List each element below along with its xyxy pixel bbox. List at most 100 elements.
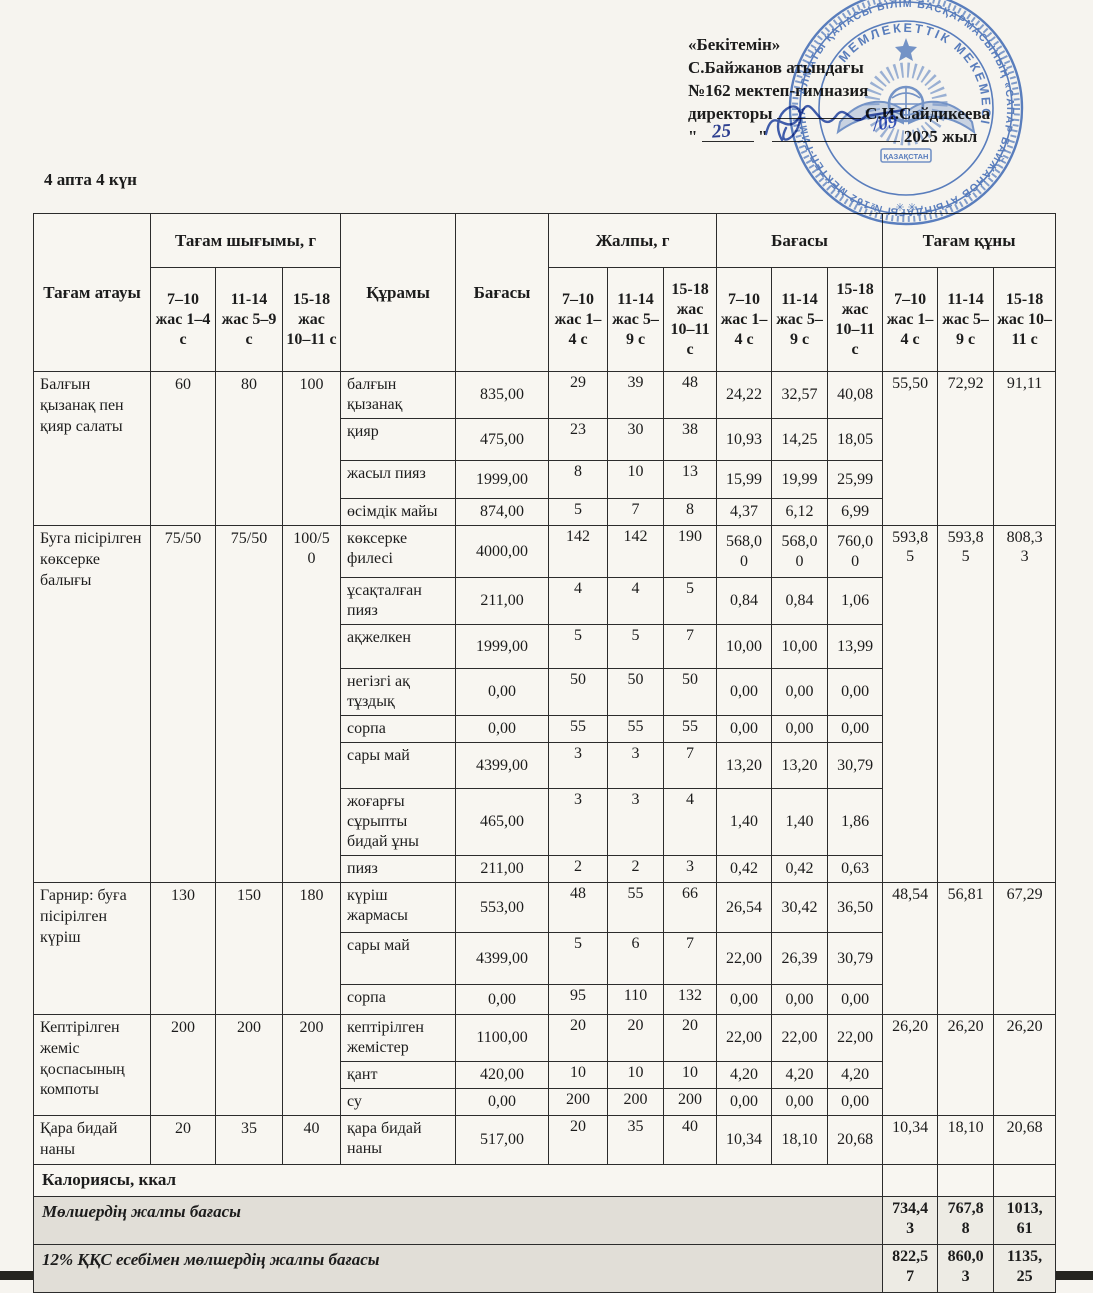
dish-row: ақжелкен 1999,00 5 5 7 10,00 10,00 13,99 bbox=[34, 624, 1056, 669]
dish-cost-cell: 72,92 bbox=[937, 371, 995, 526]
ingredient-price-cell: 0,00 bbox=[455, 668, 550, 716]
summary-value-cell: 860,03 bbox=[937, 1243, 995, 1293]
dish-yield-cell: 40 bbox=[281, 1115, 342, 1165]
dish-name-cell: Қара бидай наны bbox=[33, 1115, 151, 1165]
ingredient-qty-cell: 3 bbox=[607, 788, 665, 856]
ingredient-price-cell: 4399,00 bbox=[455, 742, 550, 789]
ingredient-total-cell: 24,22 bbox=[716, 371, 773, 419]
ingredient-qty-cell: 10 bbox=[548, 1061, 609, 1089]
ingredient-name-cell: қара бидай наны bbox=[340, 1115, 457, 1165]
dish-row: жоғарғы сұрыпты бидай ұны 465,00 3 3 4 1,40 1,… bbox=[34, 788, 1056, 856]
ingredient-price-cell: 465,00 bbox=[455, 788, 550, 856]
ingredient-total-cell: 26,39 bbox=[771, 932, 829, 985]
ingredient-total-cell: 0,00 bbox=[771, 984, 829, 1015]
header-age-yield-1: 11-14 жас 5–9 с bbox=[215, 267, 283, 372]
summary-value-cell: 734,43 bbox=[882, 1195, 939, 1245]
ingredient-qty-cell: 5 bbox=[548, 498, 609, 526]
stamp-inner-circle bbox=[818, 20, 994, 196]
emblem-star bbox=[895, 38, 917, 61]
ingredient-qty-cell: 142 bbox=[607, 525, 665, 578]
director-label: директоры bbox=[688, 104, 773, 123]
ingredient-price-cell: 835,00 bbox=[455, 371, 550, 419]
ingredient-qty-cell: 95 bbox=[548, 984, 609, 1015]
ingredient-total-cell: 760,00 bbox=[827, 525, 884, 578]
ingredient-total-cell: 0,00 bbox=[827, 715, 884, 743]
header-group-row: Тағам атауы Тағам шығымы, г Құрамы Бағасы Жа… bbox=[33, 213, 1057, 372]
dish-cost-cell: 26,20 bbox=[937, 1014, 995, 1116]
header-dish: Тағам атауы bbox=[33, 213, 151, 372]
ingredient-total-cell: 19,99 bbox=[771, 460, 829, 499]
summary-value-cell: 822,57 bbox=[882, 1243, 939, 1293]
ingredient-qty-cell: 48 bbox=[663, 371, 718, 419]
ingredient-total-cell: 0,42 bbox=[771, 855, 829, 883]
ingredient-qty-cell: 3 bbox=[548, 788, 609, 856]
ingredient-total-cell: 4,20 bbox=[716, 1061, 773, 1089]
stamp-bottom-asterisks: ✳ ✳ bbox=[895, 202, 916, 214]
dish-cost-cell: 20,68 bbox=[993, 1115, 1057, 1165]
stamp-hatched-ring bbox=[792, 0, 1020, 222]
dish-name-cell: Буга пісірілген көксерке балығы bbox=[33, 525, 151, 883]
ingredient-price-cell: 1100,00 bbox=[455, 1014, 550, 1062]
quote-open: " bbox=[688, 127, 698, 146]
ingredient-qty-cell: 20 bbox=[663, 1014, 718, 1062]
header-age-dish_cost-1: 11-14 жас 5–9 с bbox=[937, 267, 995, 372]
dish-row: су 0,00 200 200 200 0,00 0,00 0,00 bbox=[34, 1088, 1056, 1116]
dish-cost-cell: 48,54 bbox=[882, 882, 939, 1015]
ingredient-price-cell: 874,00 bbox=[455, 498, 550, 526]
dish-cost-cell: 91,11 bbox=[993, 371, 1057, 526]
emblem-banner-label: ҚАЗАҚСТАН bbox=[884, 152, 929, 161]
ingredient-price-cell: 4000,00 bbox=[455, 525, 550, 578]
ingredient-qty-cell: 5 bbox=[607, 624, 665, 669]
ingredient-qty-cell: 4 bbox=[663, 788, 718, 856]
dish-yield-cell: 180 bbox=[281, 882, 342, 1015]
header-age-dish_cost-0: 7–10 жас 1–4 с bbox=[882, 267, 939, 372]
ingredient-total-cell: 36,50 bbox=[827, 882, 884, 933]
ingredient-qty-cell: 132 bbox=[663, 984, 718, 1015]
ingredient-total-cell: 14,25 bbox=[771, 418, 829, 461]
ingredient-total-cell: 4,20 bbox=[827, 1061, 884, 1089]
dish-yield-cell: 200 bbox=[150, 1014, 216, 1116]
emblem-left-wing bbox=[836, 101, 904, 135]
ingredient-name-cell: жоғарғы сұрыпты бидай ұны bbox=[340, 788, 457, 856]
summary-value-cell: 767,88 bbox=[937, 1195, 995, 1245]
official-stamp: АЛМАТЫ ҚАЛАСЫ БІЛІМ БАСҚАРМАСЫНЫҢ «САПАР… bbox=[780, 0, 1024, 226]
header-age-dish_cost-2: 15-18 жас 10–11 с bbox=[993, 267, 1057, 372]
ingredient-qty-cell: 23 bbox=[548, 418, 609, 461]
dish-yield-cell: 130 bbox=[150, 882, 216, 1015]
ingredient-name-cell: негізгі ақ тұздық bbox=[340, 668, 457, 716]
ingredient-total-cell: 13,20 bbox=[716, 742, 773, 789]
ingredient-qty-cell: 10 bbox=[607, 460, 665, 499]
ingredient-name-cell: көксерке филесі bbox=[340, 525, 457, 578]
ingredient-total-cell: 0,84 bbox=[716, 577, 773, 625]
dish-row: Кептірілген жеміс қоспасының компоты 200 2… bbox=[33, 1014, 1057, 1116]
ingredient-name-cell: балғын қызанақ bbox=[340, 371, 457, 419]
header-age-total_g-1: 11-14 жас 5–9 с bbox=[607, 267, 665, 372]
ingredient-total-cell: 20,68 bbox=[827, 1115, 884, 1165]
header-total_g: Жалпы, г bbox=[548, 213, 718, 268]
ingredient-qty-cell: 10 bbox=[663, 1061, 718, 1089]
ingredient-total-cell: 22,00 bbox=[771, 1014, 829, 1062]
quote-close: " bbox=[757, 127, 768, 146]
signature-flourish bbox=[776, 105, 802, 142]
dish-row: сорпа 0,00 55 55 55 0,00 0,00 0,00 bbox=[34, 715, 1056, 743]
ingredient-total-cell: 18,05 bbox=[827, 418, 884, 461]
header-age-row: 7–10 жас 1–4 с 11-14 жас 5–9 с 15-18 жас 1… bbox=[34, 267, 1057, 372]
ingredient-qty-cell: 5 bbox=[548, 624, 609, 669]
month-blank: /09 bbox=[771, 111, 900, 142]
dish-yield-cell: 100/50 bbox=[281, 525, 342, 883]
ingredient-qty-cell: 2 bbox=[548, 855, 609, 883]
ingredient-qty-cell: 4 bbox=[548, 577, 609, 625]
dish-cost-cell: 67,29 bbox=[993, 882, 1057, 1015]
ingredient-qty-cell: 142 bbox=[548, 525, 609, 578]
ingredient-name-cell: жасыл пияз bbox=[340, 460, 457, 499]
emblem-shanyrak-uyks bbox=[891, 87, 921, 121]
header-age-price-0: 7–10 жас 1–4 с bbox=[716, 267, 773, 372]
summary-value-cell: 1135,25 bbox=[993, 1243, 1057, 1293]
summary-row: 12% ҚҚС есебімен мөлшердің жалпы бағасы 8… bbox=[32, 1243, 1057, 1293]
dish-row: пияз 211,00 2 2 3 0,42 0,42 0,63 bbox=[34, 855, 1056, 883]
ingredient-total-cell: 0,42 bbox=[716, 855, 773, 883]
ingredient-total-cell: 10,00 bbox=[771, 624, 829, 669]
ingredient-name-cell: сорпа bbox=[340, 715, 457, 743]
day-blank: 25 bbox=[701, 120, 754, 143]
header-age-price-2: 15-18 жас 10–11 с bbox=[827, 267, 884, 372]
